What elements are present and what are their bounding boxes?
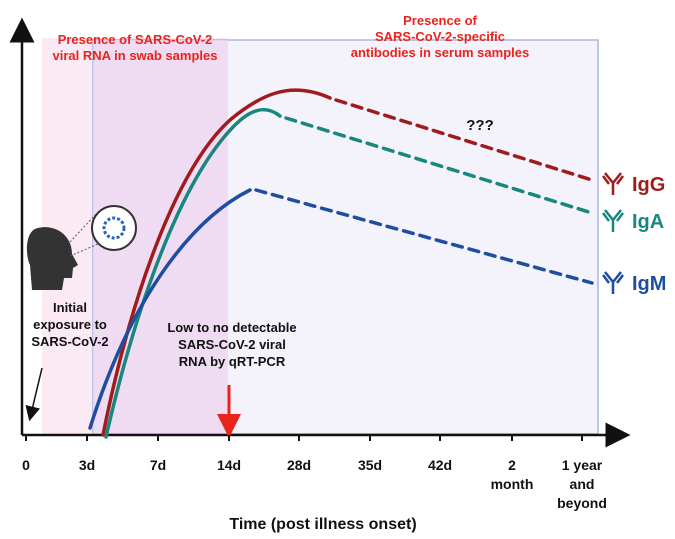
iga-curve-dashed [284,116,594,215]
legend-label: IgA [632,211,664,233]
annotation: Low to no detectable [167,320,296,335]
x-tick-label: 0 [22,457,30,473]
region-label: antibodies in serum samples [351,45,529,60]
region-label: SARS-CoV-2-specific [375,29,505,44]
antibody-icon [602,172,624,195]
x-tick-label: 28d [287,457,311,473]
x-tick-label: 1 year [562,457,603,473]
iga-curve [104,107,282,439]
x-tick-label: 3d [79,457,95,473]
person-icon [26,227,78,290]
virus-icon [91,205,137,251]
annotation: Initial [53,300,87,315]
antibody-icon [602,271,624,294]
annotation: RNA by qRT-PCR [179,354,286,369]
x-tick-label: month [491,476,534,492]
annotation: SARS-CoV-2 viral [178,337,286,352]
x-tick-label: 14d [217,457,241,473]
legend-label: IgM [632,273,666,295]
virus-icon [102,216,126,240]
x-tick-label: 35d [358,457,382,473]
x-tick-label: 7d [150,457,166,473]
annotation: SARS-CoV-2 [31,334,108,349]
antibody-icon [602,209,624,232]
igm-curve [88,188,252,430]
x-axis-title: Time (post illness onset) [229,516,416,533]
x-tick-label: 42d [428,457,452,473]
region-label: Presence of [403,13,477,28]
region-label: Presence of SARS-CoV-2 [58,32,213,47]
annotation: exposure to [33,317,107,332]
exposure-arrow [25,367,43,422]
x-tick-label: 2 [508,457,516,473]
x-tick-label: and [570,476,595,492]
igm-curve-dashed [254,188,594,285]
region-label: viral RNA in swab samples [53,48,218,63]
igg-curve-dashed [334,98,594,182]
legend-label: IgG [632,174,665,196]
annotation: ??? [466,117,494,134]
callout-line [69,243,99,257]
x-tick-label: beyond [557,495,607,511]
